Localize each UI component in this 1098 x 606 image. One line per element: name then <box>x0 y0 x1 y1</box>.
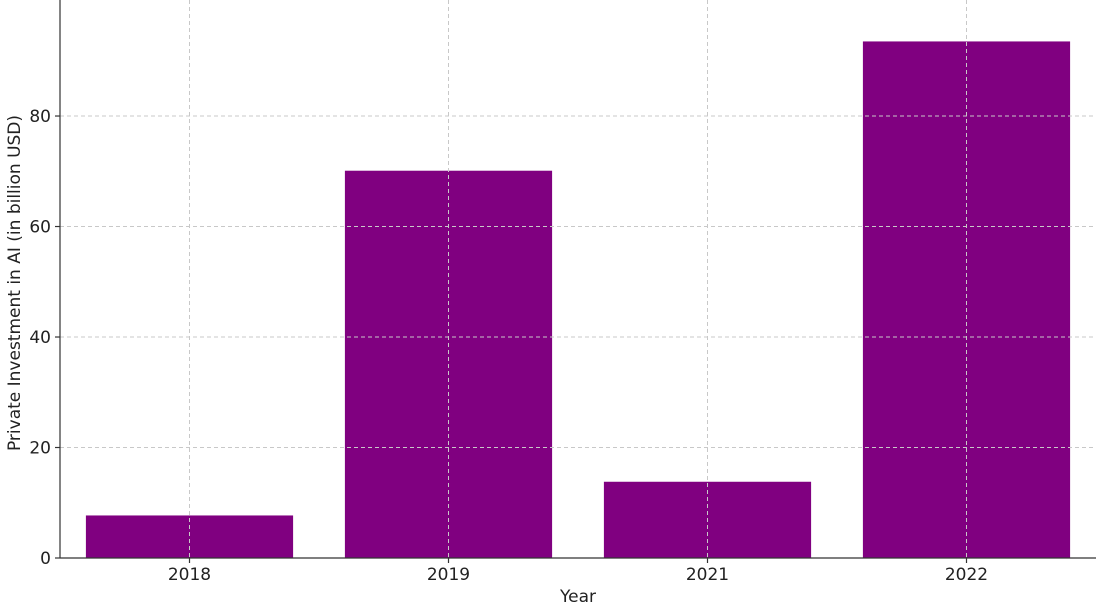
bar-2018 <box>85 515 294 558</box>
x-tick-label: 2021 <box>686 565 729 585</box>
grid <box>60 0 1096 558</box>
x-axis-label: Year <box>559 587 596 606</box>
ticks: 0 20 40 60 80 2018 2019 2021 2022 <box>29 107 988 585</box>
bar-2022 <box>862 41 1071 558</box>
x-tick-label: 2022 <box>945 565 988 585</box>
x-tick-label: 2018 <box>168 565 211 585</box>
y-tick-label: 40 <box>29 328 51 348</box>
y-tick-label: 20 <box>29 439 51 459</box>
bars <box>85 41 1071 559</box>
y-tick-label: 60 <box>29 218 51 238</box>
y-tick-label: 80 <box>29 107 51 127</box>
axes <box>59 0 1096 559</box>
y-tick-label: 0 <box>40 549 51 569</box>
y-axis-label: Private Investment in AI (in billion USD… <box>5 115 25 451</box>
x-tick-label: 2019 <box>427 565 470 585</box>
